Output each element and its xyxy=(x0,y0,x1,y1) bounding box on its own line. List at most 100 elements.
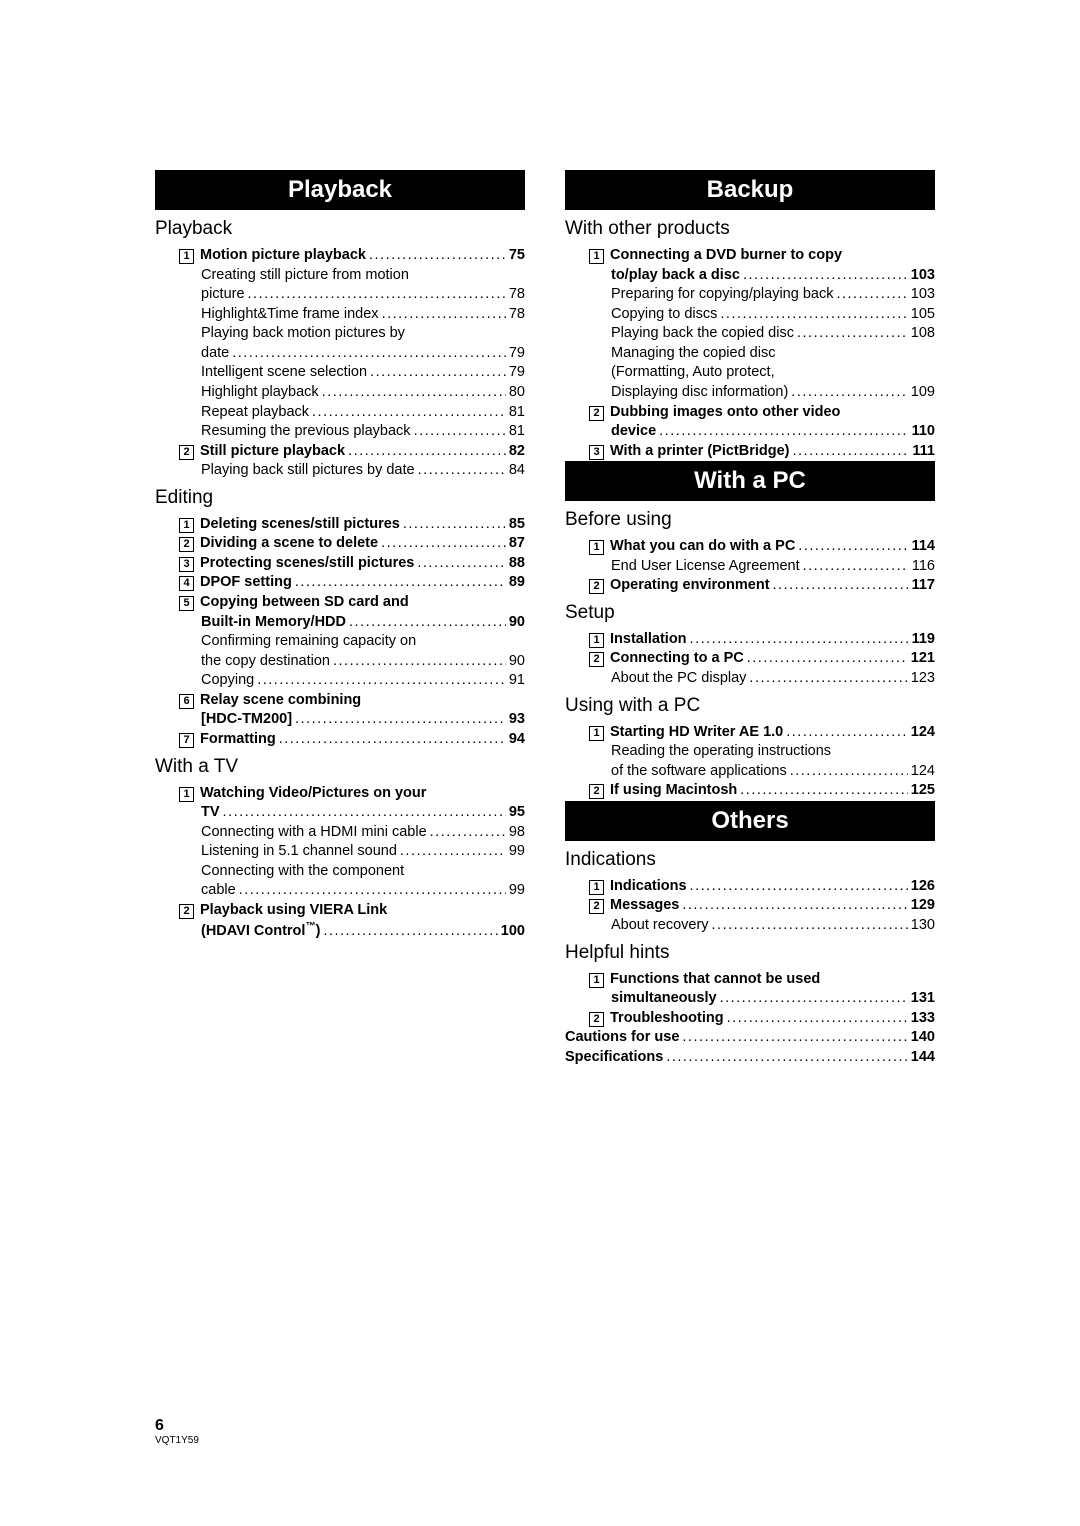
toc-page: 79 xyxy=(509,363,525,383)
step-number-box: 2 xyxy=(589,1012,604,1027)
leader-dots: ........................................… xyxy=(749,669,907,689)
left-column: PlaybackPlayback1Motion picture playback… xyxy=(155,170,525,1067)
leader-dots: ........................................… xyxy=(370,363,506,383)
toc-line: Repeat playback.........................… xyxy=(179,403,525,423)
leader-dots: ........................................… xyxy=(797,324,908,344)
toc-line: Connecting with the component xyxy=(179,862,525,882)
step-number-box: 2 xyxy=(589,579,604,594)
toc-line: date....................................… xyxy=(179,344,525,364)
toc-label: [HDC-TM200] xyxy=(201,710,292,730)
subsection-header: Playback xyxy=(155,218,525,240)
step-number-box: 2 xyxy=(179,537,194,552)
toc-line: 2Troubleshooting........................… xyxy=(589,1009,935,1029)
leader-dots: ........................................… xyxy=(690,877,908,897)
toc-page: 93 xyxy=(509,710,525,730)
toc-label: DPOF setting xyxy=(200,573,292,593)
toc-page: 99 xyxy=(509,842,525,862)
leader-dots: ........................................… xyxy=(239,881,506,901)
toc-line: Highlight&Time frame index..............… xyxy=(179,305,525,325)
toc-label: the copy destination xyxy=(201,652,330,672)
toc-page: 117 xyxy=(912,576,935,596)
step-number-box: 1 xyxy=(589,540,604,555)
toc-label: TV xyxy=(201,803,220,823)
leader-dots: ........................................… xyxy=(682,896,907,916)
section-header: Others xyxy=(565,801,935,841)
toc-label: device xyxy=(611,422,656,442)
toc-page: 144 xyxy=(911,1048,935,1068)
toc-page: 119 xyxy=(912,630,935,650)
toc-label: Indications xyxy=(610,877,687,897)
toc-page: 131 xyxy=(911,989,935,1009)
toc-page: 88 xyxy=(509,554,525,574)
subsection-header: Using with a PC xyxy=(565,695,935,717)
toc-line: the copy destination....................… xyxy=(179,652,525,672)
toc-line: 3Protecting scenes/still pictures.......… xyxy=(179,554,525,574)
toc-line: Displaying disc information)............… xyxy=(589,383,935,403)
step-number-box: 1 xyxy=(589,249,604,264)
leader-dots: ........................................… xyxy=(720,989,908,1009)
toc-label: Still picture playback xyxy=(200,442,345,462)
leader-dots: ........................................… xyxy=(773,576,909,596)
toc-page: 140 xyxy=(911,1028,935,1048)
toc-page: 87 xyxy=(509,534,525,554)
toc-label: Functions that cannot be used xyxy=(610,970,820,990)
toc-label: Deleting scenes/still pictures xyxy=(200,515,400,535)
toc-page: 99 xyxy=(509,881,525,901)
leader-dots: ........................................… xyxy=(418,461,506,481)
toc-line: TV......................................… xyxy=(179,803,525,823)
step-number-box: 1 xyxy=(589,880,604,895)
toc-label: What you can do with a PC xyxy=(610,537,795,557)
doc-code: VQT1Y59 xyxy=(155,1435,199,1446)
toc-page: 130 xyxy=(911,916,935,936)
step-number-box: 2 xyxy=(589,406,604,421)
toc-page: 90 xyxy=(509,652,525,672)
toc-page: 75 xyxy=(509,246,525,266)
step-number-box: 2 xyxy=(589,899,604,914)
subsection-header: Setup xyxy=(565,602,935,624)
toc-line: of the software applications............… xyxy=(589,762,935,782)
toc-label: date xyxy=(201,344,229,364)
toc-label: Messages xyxy=(610,896,679,916)
leader-dots: ........................................… xyxy=(248,285,506,305)
toc-page: 124 xyxy=(911,762,935,782)
toc-line: Playing back motion pictures by xyxy=(179,324,525,344)
toc-label: Playing back the copied disc xyxy=(611,324,794,344)
toc-label: Resuming the previous playback xyxy=(201,422,411,442)
leader-dots: ........................................… xyxy=(417,554,506,574)
toc-line: device..................................… xyxy=(589,422,935,442)
leader-dots: ........................................… xyxy=(659,422,908,442)
toc-line: picture.................................… xyxy=(179,285,525,305)
leader-dots: ........................................… xyxy=(720,305,907,325)
leader-dots: ........................................… xyxy=(295,573,506,593)
toc-label: Playing back motion pictures by xyxy=(201,324,405,344)
toc-line: 2 Messages...............................… xyxy=(589,896,935,916)
toc-page: 125 xyxy=(911,781,935,801)
toc-label: Connecting to a PC xyxy=(610,649,744,669)
toc-page: 78 xyxy=(509,285,525,305)
toc-line: (HDAVI Control™)........................… xyxy=(179,920,525,941)
toc-label: End User License Agreement xyxy=(611,557,800,577)
toc-label: About the PC display xyxy=(611,669,746,689)
leader-dots: ........................................… xyxy=(279,730,506,750)
toc-line: Copying to discs........................… xyxy=(589,305,935,325)
page-number: 6 xyxy=(155,1417,199,1435)
toc-line: 2Operating environment..................… xyxy=(589,576,935,596)
step-number-box: 2 xyxy=(589,652,604,667)
step-number-box: 2 xyxy=(179,445,194,460)
toc-page: 129 xyxy=(911,896,935,916)
toc-line: Managing the copied disc xyxy=(589,344,935,364)
step-number-box: 2 xyxy=(589,784,604,799)
leader-dots: ........................................… xyxy=(323,922,497,942)
toc-label: Playback using VIERA Link xyxy=(200,901,387,921)
toc-page: 94 xyxy=(509,730,525,750)
toc-page: 123 xyxy=(911,669,935,689)
step-number-box: 1 xyxy=(179,787,194,802)
toc-line: Preparing for copying/playing back......… xyxy=(589,285,935,305)
toc-label: Copying to discs xyxy=(611,305,717,325)
leader-dots: ........................................… xyxy=(369,246,506,266)
toc-line: 1What you can do with a PC..............… xyxy=(589,537,935,557)
toc-page: 95 xyxy=(509,803,525,823)
toc-line: 4DPOF setting...........................… xyxy=(179,573,525,593)
leader-dots: ........................................… xyxy=(803,557,909,577)
toc-page: 85 xyxy=(509,515,525,535)
